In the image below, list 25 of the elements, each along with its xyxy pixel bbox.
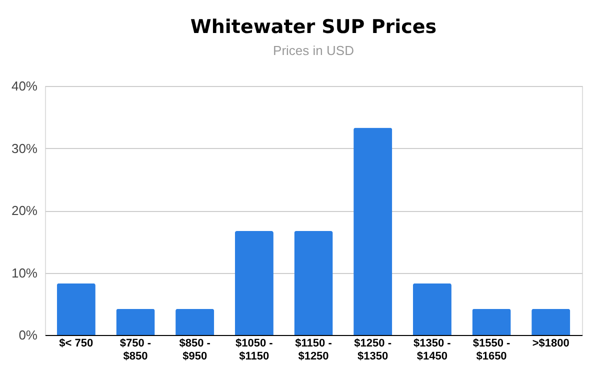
x-tick-label: >$1800 xyxy=(532,338,570,350)
x-tick-label: $1350 - $1450 xyxy=(414,338,452,362)
chart-subtitle: Prices in USD xyxy=(273,43,354,58)
bar xyxy=(472,308,511,335)
bar xyxy=(532,308,570,335)
bar xyxy=(412,283,452,335)
x-tick-label: $1550 - $1650 xyxy=(472,338,510,362)
x-tick-label: $850 - $950 xyxy=(179,338,211,362)
bar xyxy=(56,283,96,335)
bar xyxy=(354,128,392,335)
bar xyxy=(234,231,274,335)
bar xyxy=(294,231,333,335)
x-tick-label: $1050 - $1150 xyxy=(236,338,274,362)
x-tick-label: $750 - $850 xyxy=(120,338,152,362)
y-tick-label: 0% xyxy=(18,328,38,342)
x-tick-label: $1150 - $1250 xyxy=(295,338,332,362)
x-tick-label: $< 750 xyxy=(59,338,94,350)
y-tick-label: 20% xyxy=(11,203,38,218)
y-tick-label: 30% xyxy=(11,140,38,156)
y-tick-label: 40% xyxy=(11,78,38,94)
x-tick-label: $1250 - $1350 xyxy=(354,338,392,362)
y-tick-label: 10% xyxy=(11,265,38,280)
chart-title: Whitewater SUP Prices xyxy=(190,16,437,38)
bar xyxy=(176,308,214,335)
bar xyxy=(116,308,155,335)
